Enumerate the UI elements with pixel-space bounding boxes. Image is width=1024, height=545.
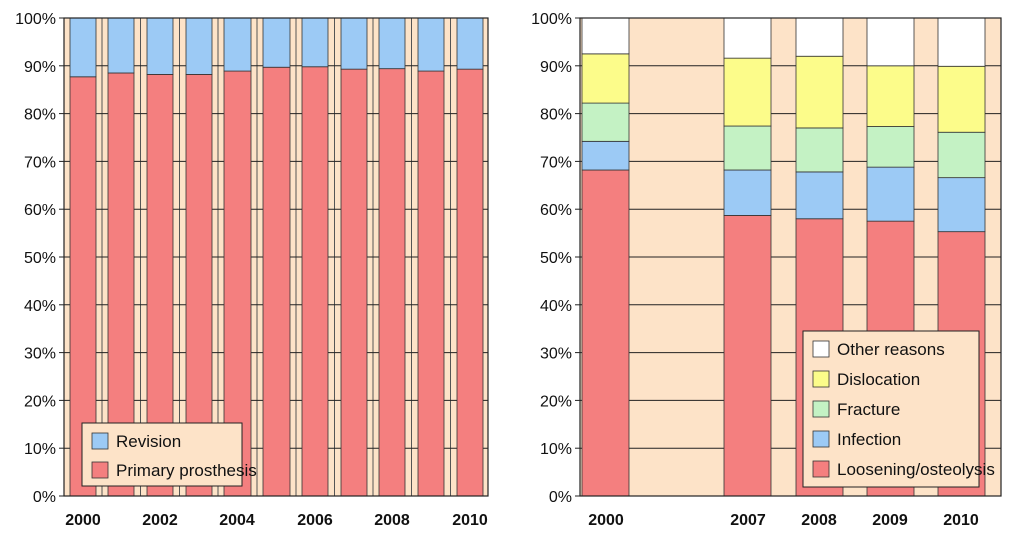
y-tick-label: 70% (540, 154, 572, 171)
legend-swatch-loosening-osteolysis (812, 460, 830, 478)
y-tick-label: 20% (24, 393, 56, 410)
legend-label-other-reasons: Other reasons (837, 340, 945, 359)
legend-swatch-primary-prosthesis (91, 461, 109, 479)
bar-infection-2009 (866, 166, 915, 222)
legend-label-dislocation: Dislocation (837, 370, 920, 389)
x-tick-label: 2010 (452, 512, 488, 529)
bar-dislocation-2007 (723, 57, 772, 127)
bar-primary-prosthesis-2005 (262, 66, 291, 497)
bar-loosening-osteolysis-2000 (581, 169, 630, 497)
bar-revision-2004 (223, 17, 252, 72)
y-tick-label: 40% (24, 298, 56, 315)
bar-primary-prosthesis-2010 (456, 68, 484, 497)
y-tick-label: 10% (540, 441, 572, 458)
plot-border (63, 17, 489, 497)
bar-revision-2002 (146, 17, 174, 75)
legend-swatch-revision (91, 432, 109, 450)
y-tick-label: 80% (24, 107, 56, 124)
bar-other-reasons-2010 (937, 17, 986, 67)
legend-swatch-other-reasons (812, 340, 830, 358)
x-tick-label: 2000 (588, 512, 624, 529)
legend-label-infection: Infection (837, 430, 901, 449)
legend-label-revision: Revision (116, 432, 181, 451)
bar-dislocation-2009 (866, 65, 915, 127)
bar-other-reasons-2000 (581, 17, 630, 55)
bar-dislocation-2008 (795, 55, 844, 129)
legend-swatch-fracture (812, 400, 830, 418)
y-tick-label: 0% (33, 489, 56, 506)
bar-other-reasons-2009 (866, 17, 915, 67)
bar-revision-2001 (107, 17, 135, 74)
bar-revision-2009 (417, 17, 445, 72)
y-tick-label: 0% (549, 489, 572, 506)
legend-swatch-infection (812, 430, 830, 448)
bar-fracture-2010 (937, 131, 986, 179)
bar-revision-2010 (456, 17, 484, 70)
x-tick-label: 2008 (801, 512, 837, 529)
x-tick-label: 2002 (142, 512, 178, 529)
bar-infection-2010 (937, 177, 986, 233)
bar-primary-prosthesis-2006 (301, 66, 329, 497)
y-tick-label: 60% (24, 202, 56, 219)
y-tick-label: 100% (15, 11, 56, 28)
y-tick-label: 30% (540, 346, 572, 363)
x-tick-label: 2006 (297, 512, 333, 529)
legend-label-loosening-osteolysis: Loosening/osteolysis (837, 460, 995, 479)
bar-infection-2000 (581, 140, 630, 171)
y-tick-label: 90% (24, 59, 56, 76)
bar-revision-2000 (69, 17, 97, 78)
y-tick-label: 70% (24, 154, 56, 171)
y-tick-label: 50% (540, 250, 572, 267)
x-tick-label: 2008 (374, 512, 410, 529)
legend-box (81, 422, 243, 487)
bar-primary-prosthesis-2009 (417, 70, 445, 497)
x-tick-label: 2004 (219, 512, 255, 529)
bar-loosening-osteolysis-2007 (723, 215, 772, 497)
y-tick-label: 100% (531, 11, 572, 28)
bar-primary-prosthesis-2007 (340, 68, 368, 497)
chart-right-revision-reasons: 0% 10% 20% 30% 40% 50% 60% 70% 80% 90% 100% 2000 200… (531, 11, 1002, 529)
y-tick-label: 10% (24, 441, 56, 458)
bar-dislocation-2000 (581, 53, 630, 104)
x-tick-label: 2010 (943, 512, 979, 529)
bar-infection-2007 (723, 169, 772, 216)
chart-left-primary-vs-revision: 0% 10% 20% 30% 40% 50% 60% 70% 80% 90% 100% 2000 200… (15, 11, 489, 529)
bar-dislocation-2010 (937, 65, 986, 133)
bar-revision-2003 (185, 17, 213, 75)
legend-box (802, 330, 980, 488)
legend: Other reasons Dislocation Fracture Infectio… (802, 330, 995, 488)
legend-swatch-dislocation (812, 370, 830, 388)
bar-other-reasons-2007 (723, 17, 772, 59)
y-tick-label: 90% (540, 59, 572, 76)
x-tick-label: 2009 (872, 512, 908, 529)
bar-fracture-2000 (581, 102, 630, 142)
y-tick-label: 50% (24, 250, 56, 267)
bar-primary-prosthesis-2008 (378, 68, 406, 497)
plot-border (579, 17, 1002, 497)
y-tick-label: 60% (540, 202, 572, 219)
y-tick-label: 30% (24, 346, 56, 363)
bar-fracture-2009 (866, 126, 915, 168)
x-tick-label: 2007 (730, 512, 766, 529)
bar-revision-2008 (378, 17, 406, 70)
legend-label-fracture: Fracture (837, 400, 900, 419)
bar-revision-2005 (262, 17, 291, 68)
legend: Revision Primary prosthesis (81, 422, 257, 487)
bar-infection-2008 (795, 171, 844, 220)
y-tick-label: 40% (540, 298, 572, 315)
legend-label-primary-prosthesis: Primary prosthesis (116, 461, 257, 480)
bar-fracture-2008 (795, 127, 844, 173)
bar-revision-2006 (301, 17, 329, 68)
y-tick-label: 80% (540, 107, 572, 124)
x-tick-label: 2000 (65, 512, 101, 529)
y-tick-label: 20% (540, 393, 572, 410)
bar-fracture-2007 (723, 125, 772, 171)
bar-other-reasons-2008 (795, 17, 844, 57)
bar-revision-2007 (340, 17, 368, 70)
